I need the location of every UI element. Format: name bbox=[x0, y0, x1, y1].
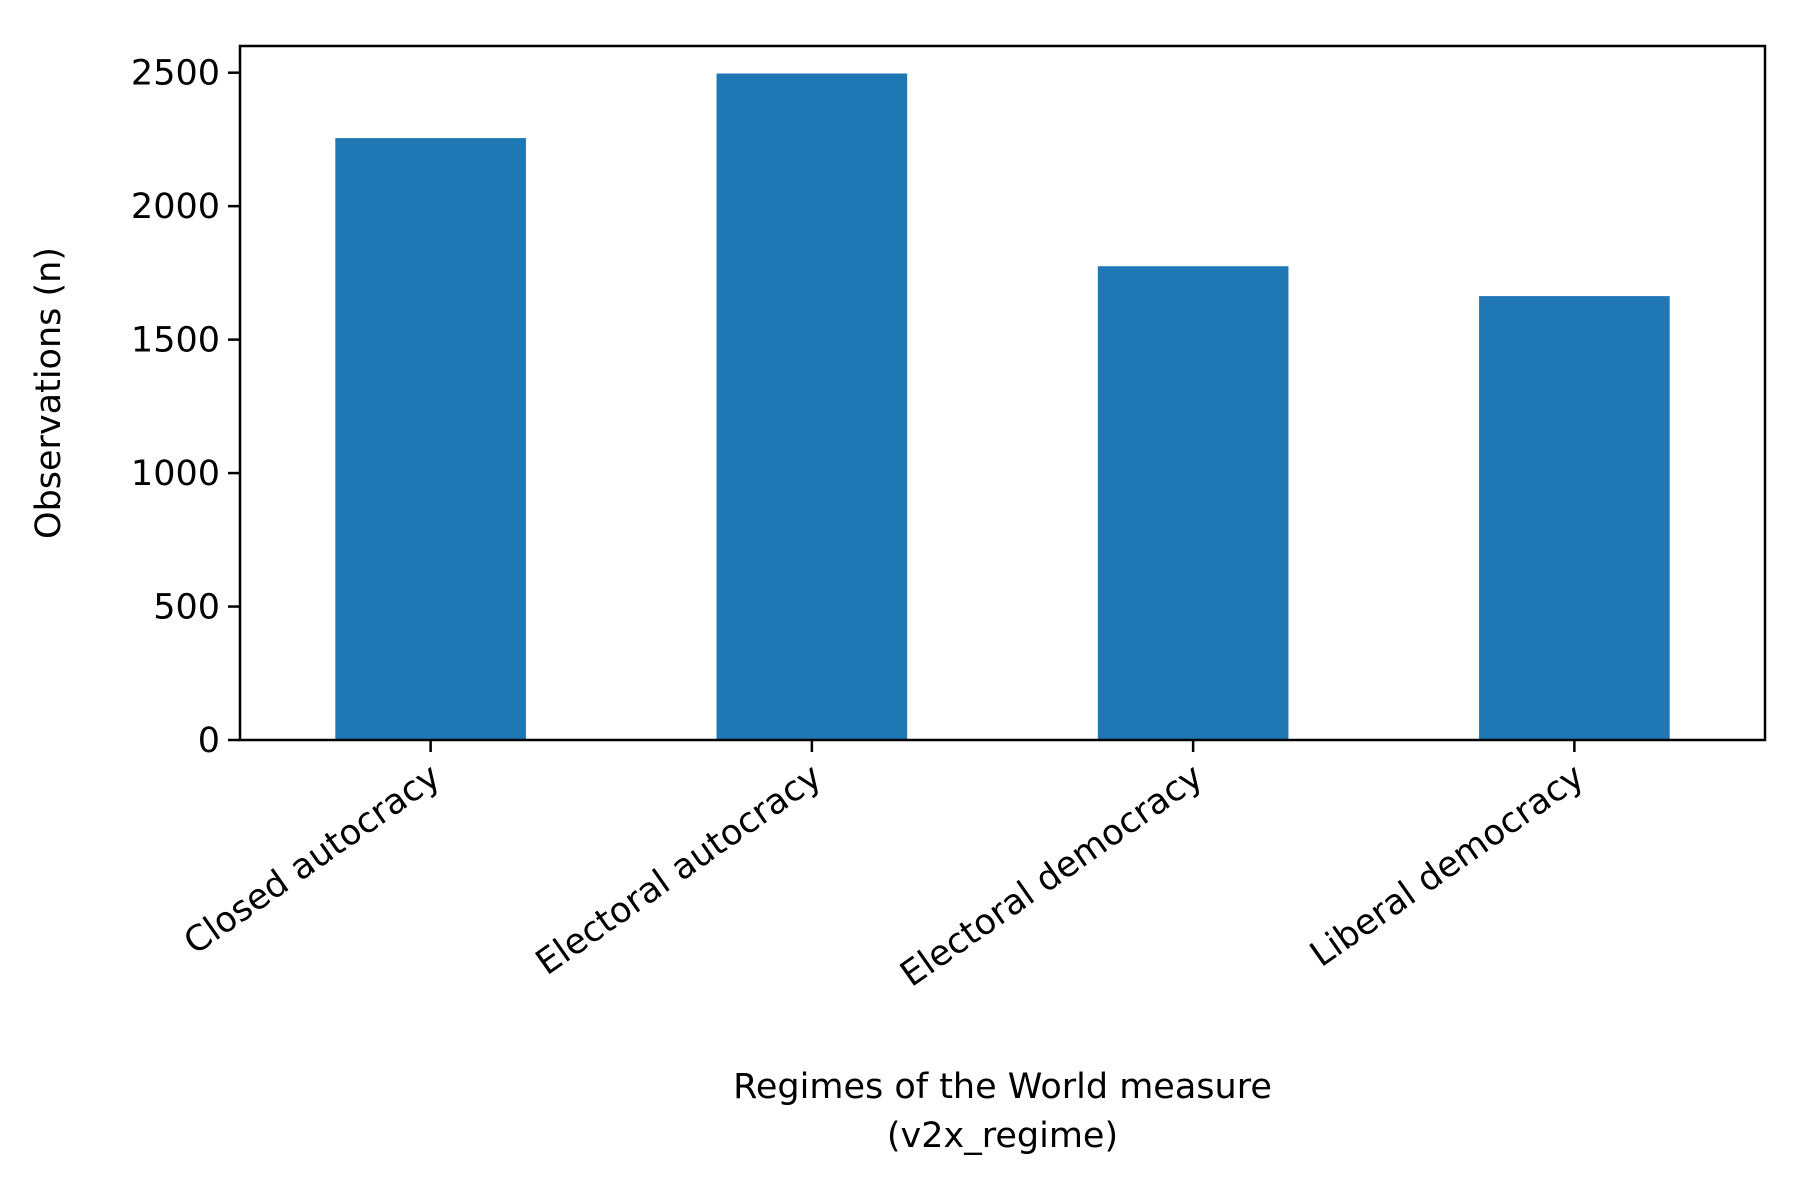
x-tick-label: Closed autocracy bbox=[177, 757, 448, 963]
bar-closed-autocracy bbox=[335, 138, 526, 741]
bars-group bbox=[335, 73, 1670, 741]
y-tick-label: 1000 bbox=[131, 454, 220, 494]
y-tick-label: 2000 bbox=[131, 187, 220, 227]
bar-electoral-democracy bbox=[1097, 266, 1289, 740]
y-tick-label: 2500 bbox=[131, 54, 220, 94]
x-axis-label-line-1: Regimes of the World measure bbox=[733, 1067, 1272, 1107]
x-tick-label: Electoral autocracy bbox=[529, 757, 829, 984]
y-tick-label: 1500 bbox=[131, 321, 220, 361]
bar-liberal-democracy bbox=[1479, 296, 1670, 740]
y-tick-label: 0 bbox=[198, 721, 220, 761]
y-axis: 0 500 1000 1500 2000 2500 bbox=[131, 54, 240, 761]
x-axis: Closed autocracy Electoral autocracy Elect… bbox=[177, 740, 1592, 996]
bar-electoral-autocracy bbox=[716, 73, 908, 740]
x-tick-label: Liberal democracy bbox=[1303, 757, 1591, 976]
x-tick-label: Electoral democracy bbox=[893, 757, 1210, 996]
y-tick-label: 500 bbox=[153, 588, 220, 628]
x-axis-label-line-2: (v2x_regime) bbox=[887, 1116, 1118, 1156]
y-axis-label: Observations (n) bbox=[29, 247, 69, 539]
plot-frame bbox=[238, 44, 1767, 742]
